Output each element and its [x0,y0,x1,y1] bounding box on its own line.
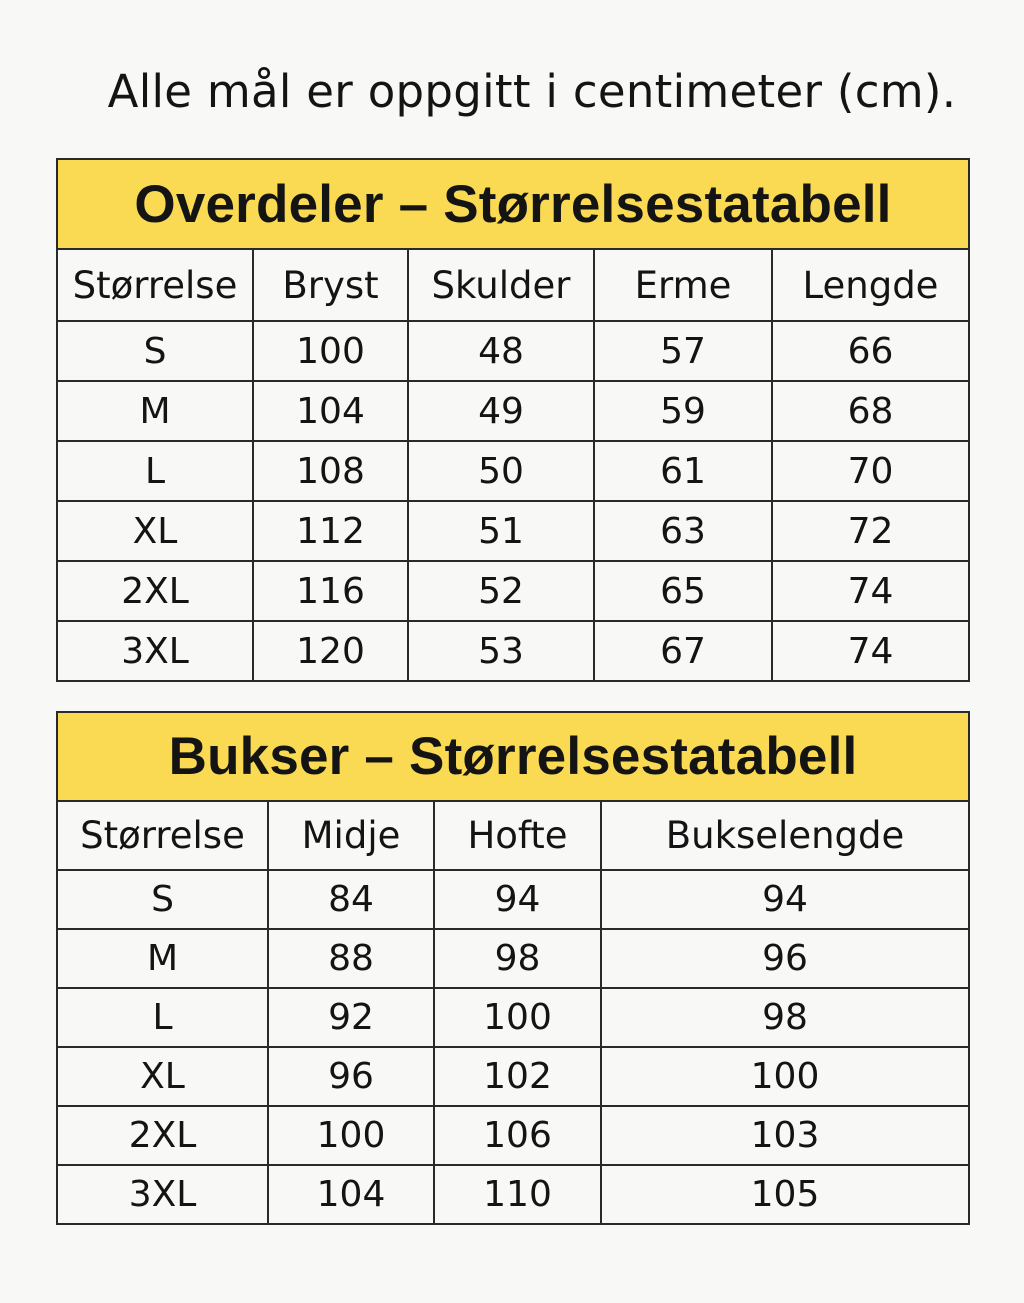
pants-header-cell: Bukselengde [599,800,971,871]
waist-cell: 92 [267,987,435,1048]
chest-cell: 120 [252,620,409,682]
shoulder-cell: 52 [407,560,595,622]
size-cell: M [56,928,269,989]
shoulder-cell: 48 [407,320,595,382]
chest-cell: 104 [252,380,409,442]
length-cell: 68 [771,380,970,442]
hip-cell: 102 [433,1046,602,1107]
size-cell: XL [56,1046,269,1107]
tops-header-cell: Lengde [771,248,970,322]
size-cell: S [56,320,254,382]
pants-header-row: Størrelse Midje Hofte Bukselengde [56,800,971,871]
size-cell: 3XL [56,620,254,682]
sleeve-cell: 57 [593,320,773,382]
length-cell: 74 [771,620,970,682]
size-cell: 3XL [56,1164,269,1225]
size-cell: S [56,869,269,930]
table-row: L 92 100 98 [56,987,971,1048]
length-cell: 72 [771,500,970,562]
pants-table-title: Bukser – Størrelsestatabell [55,711,971,802]
hip-cell: 100 [433,987,602,1048]
hip-cell: 98 [433,928,602,989]
waist-cell: 104 [267,1164,435,1225]
inseam-cell: 98 [599,987,971,1048]
shoulder-cell: 50 [407,440,595,502]
table-row: 3XL 120 53 67 74 [56,620,970,682]
chest-cell: 100 [252,320,409,382]
table-row: L 108 50 61 70 [56,440,970,502]
sleeve-cell: 63 [593,500,773,562]
chest-cell: 116 [252,560,409,622]
table-row: 2XL 100 106 103 [56,1105,971,1166]
size-cell: L [56,440,254,502]
units-note: Alle mål er oppgitt i centimeter (cm). [107,65,957,118]
shoulder-cell: 51 [407,500,595,562]
sleeve-cell: 67 [593,620,773,682]
waist-cell: 96 [267,1046,435,1107]
sleeve-cell: 59 [593,380,773,442]
table-row: 2XL 116 52 65 74 [56,560,970,622]
tops-table-title: Overdeler – Størrelsestatabell [56,158,970,250]
tops-header-cell: Størrelse [56,248,254,322]
shoulder-cell: 53 [407,620,595,682]
waist-cell: 88 [267,928,435,989]
hip-cell: 106 [433,1105,602,1166]
tops-header-row: Størrelse Bryst Skulder Erme Lengde [56,248,970,322]
length-cell: 74 [771,560,970,622]
chest-cell: 112 [252,500,409,562]
waist-cell: 100 [267,1105,435,1166]
size-cell: 2XL [56,560,254,622]
table-row: M 104 49 59 68 [56,380,970,442]
tops-header-cell: Skulder [407,248,595,322]
size-cell: L [56,987,269,1048]
tops-header-cell: Erme [593,248,773,322]
size-cell: XL [56,500,254,562]
pants-header-cell: Midje [267,800,435,871]
sleeve-cell: 61 [593,440,773,502]
tops-header-cell: Bryst [252,248,409,322]
size-cell: M [56,380,254,442]
inseam-cell: 96 [599,928,971,989]
hip-cell: 94 [433,869,602,930]
inseam-cell: 94 [599,869,971,930]
inseam-cell: 105 [599,1164,971,1225]
sleeve-cell: 65 [593,560,773,622]
inseam-cell: 100 [599,1046,971,1107]
chest-cell: 108 [252,440,409,502]
table-row: S 100 48 57 66 [56,320,970,382]
pants-header-cell: Størrelse [56,800,269,871]
waist-cell: 84 [267,869,435,930]
pants-header-cell: Hofte [433,800,602,871]
inseam-cell: 103 [599,1105,971,1166]
shoulder-cell: 49 [407,380,595,442]
pants-size-table: Bukser – Størrelsestatabell Størrelse Mi… [55,711,971,1225]
table-row: XL 112 51 63 72 [56,500,970,562]
table-row: M 88 98 96 [56,928,971,989]
size-cell: 2XL [56,1105,269,1166]
table-row: XL 96 102 100 [56,1046,971,1107]
table-row: 3XL 104 110 105 [56,1164,971,1225]
hip-cell: 110 [433,1164,602,1225]
length-cell: 70 [771,440,970,502]
length-cell: 66 [771,320,970,382]
table-row: S 84 94 94 [56,869,971,930]
tops-size-table: Overdeler – Størrelsestatabell Størrelse… [56,158,970,682]
